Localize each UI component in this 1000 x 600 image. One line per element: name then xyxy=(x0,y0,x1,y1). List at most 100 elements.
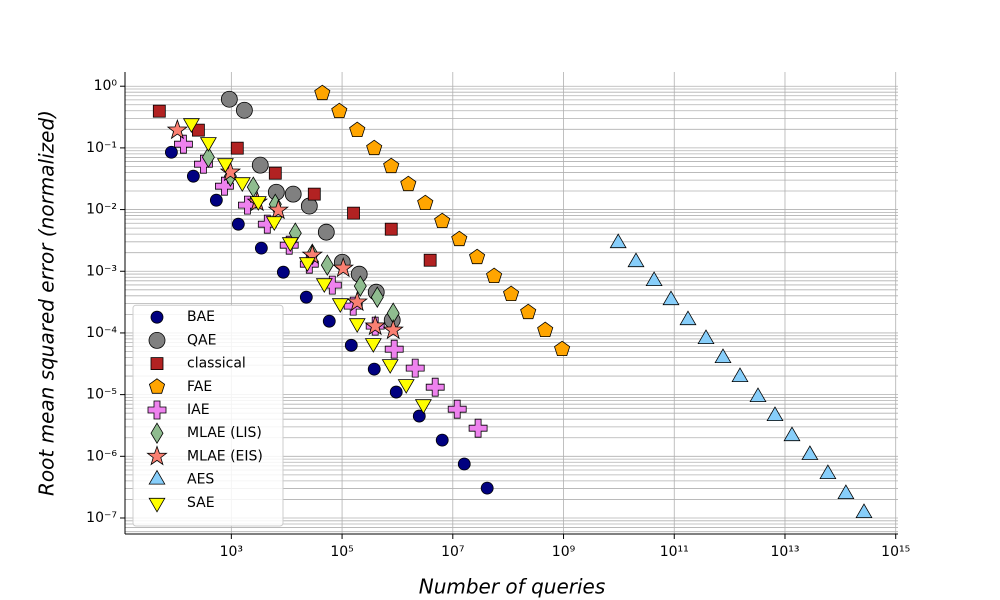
point xyxy=(554,340,571,357)
point xyxy=(520,303,537,320)
point xyxy=(486,267,503,284)
legend-label: AES xyxy=(187,472,214,488)
point xyxy=(235,101,253,119)
point xyxy=(405,358,425,378)
legend-label: IAE xyxy=(187,402,210,418)
legend-marker xyxy=(147,400,167,420)
point xyxy=(537,321,554,338)
legend-marker xyxy=(150,310,164,324)
point xyxy=(423,253,437,267)
legend: BAE QAE classical FAE IAE MLAE (LIS) MLAE (EIS… xyxy=(132,304,284,527)
y-tick-label: 10⁻¹ xyxy=(86,140,117,156)
point xyxy=(346,290,368,312)
point xyxy=(353,275,367,297)
series xyxy=(152,104,437,267)
point xyxy=(331,102,348,118)
point xyxy=(412,409,426,423)
point xyxy=(400,175,417,192)
legend-label: MLAE (EIS) xyxy=(187,448,263,464)
point xyxy=(414,399,432,414)
legend-label: FAE xyxy=(187,379,212,395)
point xyxy=(347,206,360,220)
point xyxy=(186,169,200,183)
point xyxy=(348,318,366,334)
point xyxy=(231,217,245,231)
point xyxy=(216,158,234,173)
point xyxy=(237,195,257,215)
y-tick-label: 10⁻² xyxy=(86,202,117,218)
point xyxy=(220,90,238,108)
point xyxy=(783,426,801,442)
point xyxy=(209,193,223,207)
x-tick-label: 10⁷ xyxy=(441,544,464,560)
point xyxy=(307,187,321,201)
legend-label: SAE xyxy=(187,495,215,511)
point xyxy=(382,318,404,340)
point xyxy=(731,367,749,383)
point xyxy=(254,241,268,255)
point xyxy=(679,310,697,326)
point xyxy=(370,286,384,308)
point xyxy=(182,118,200,133)
point xyxy=(364,338,382,353)
point xyxy=(417,194,434,211)
point xyxy=(344,338,358,352)
point xyxy=(766,406,784,422)
x-tick-label: 10³ xyxy=(220,544,243,560)
point xyxy=(381,359,399,374)
y-tick-label: 10⁻⁵ xyxy=(86,387,117,403)
x-tick-label: 10⁹ xyxy=(552,544,576,560)
point xyxy=(251,156,269,174)
point xyxy=(662,290,680,306)
point xyxy=(447,399,467,419)
legend-label: MLAE (LIS) xyxy=(187,425,262,441)
point xyxy=(384,339,404,359)
point xyxy=(384,222,398,236)
point xyxy=(173,134,193,154)
point xyxy=(434,212,451,229)
point xyxy=(268,166,282,180)
point xyxy=(364,314,386,336)
point xyxy=(389,385,403,399)
point xyxy=(299,290,313,304)
point xyxy=(320,254,334,276)
point xyxy=(645,271,663,287)
point xyxy=(349,121,366,138)
point xyxy=(425,377,445,397)
point xyxy=(627,252,645,268)
point xyxy=(214,176,234,196)
point xyxy=(332,256,354,278)
point xyxy=(276,265,290,279)
x-tick-label: 10⁵ xyxy=(330,544,353,560)
x-tick-label: 10¹¹ xyxy=(660,544,689,560)
point xyxy=(265,216,283,231)
legend-label: classical xyxy=(187,356,246,372)
y-tick-label: 10⁻⁶ xyxy=(86,448,117,464)
point xyxy=(457,457,471,471)
x-axis-label: Number of queries xyxy=(419,575,606,599)
y-tick-label: 10⁻³ xyxy=(86,263,117,279)
legend-marker xyxy=(148,469,166,485)
series xyxy=(164,145,494,495)
point xyxy=(480,481,494,495)
point xyxy=(714,348,732,364)
point xyxy=(267,198,289,220)
point xyxy=(749,387,767,403)
legend-label: BAE xyxy=(187,309,215,325)
y-tick-label: 10⁻⁷ xyxy=(86,510,117,526)
legend-marker xyxy=(146,445,168,466)
point xyxy=(451,230,468,247)
legend-marker xyxy=(150,357,164,371)
y-axis-label: Root mean squared error (normalized) xyxy=(35,110,59,496)
point xyxy=(837,484,855,500)
point xyxy=(317,223,335,241)
point xyxy=(331,298,349,313)
point xyxy=(367,362,381,376)
y-tick-label: 10⁻⁴ xyxy=(86,325,117,341)
legend-marker xyxy=(148,497,166,513)
point xyxy=(503,285,520,302)
point xyxy=(469,248,486,265)
series xyxy=(609,233,873,518)
point xyxy=(201,146,215,168)
